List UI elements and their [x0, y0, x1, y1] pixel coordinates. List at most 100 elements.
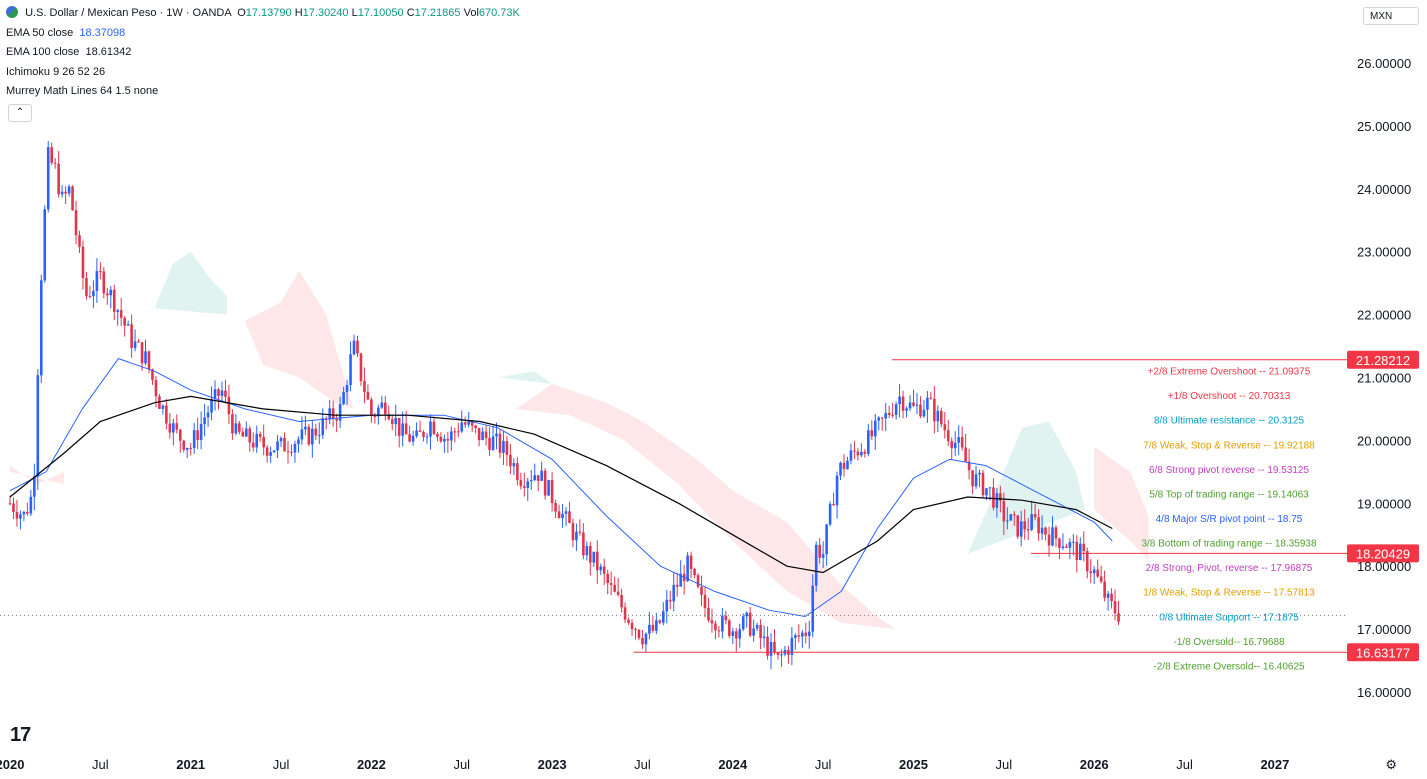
candle: [432, 421, 436, 434]
candle: [484, 431, 488, 438]
murrey-level-2: 8/8 Ultimate resistance -- 20.3125: [1154, 416, 1305, 427]
candle: [165, 405, 168, 424]
candle: [971, 470, 974, 487]
candle: [307, 426, 311, 445]
candle: [880, 417, 884, 419]
candle: [592, 551, 596, 563]
candle: [926, 397, 929, 410]
x-tick-label: 2025: [899, 757, 928, 772]
candle: [609, 582, 613, 585]
legend-ema50[interactable]: EMA 50 close 18.37098: [6, 26, 126, 39]
candle: [95, 271, 99, 291]
candle: [940, 410, 943, 425]
candle: [498, 433, 502, 453]
tradingview-logo[interactable]: 17: [10, 724, 31, 746]
candle: [602, 566, 606, 574]
candle: [384, 402, 387, 415]
candle: [245, 428, 248, 437]
candle: [536, 475, 540, 481]
candle: [123, 317, 126, 326]
candle: [655, 620, 658, 631]
y-tick-label: 18.00000: [1357, 559, 1411, 574]
candle: [154, 380, 158, 397]
candle: [804, 632, 808, 636]
candle: [213, 389, 217, 400]
candle: [929, 397, 933, 399]
candle: [582, 532, 585, 556]
candle: [74, 210, 78, 236]
candle: [446, 438, 450, 441]
candle: [8, 503, 12, 505]
candle: [300, 429, 304, 440]
candle: [390, 419, 394, 425]
candle: [1082, 543, 1086, 552]
candle: [1103, 581, 1106, 598]
candle: [585, 546, 589, 556]
candle: [578, 531, 582, 533]
candle: [380, 402, 384, 408]
candle: [908, 402, 912, 409]
candle: [467, 421, 470, 425]
ichimoku-cloud-bear-1: [244, 270, 354, 409]
candle: [717, 630, 721, 632]
candle: [964, 447, 967, 462]
x-tick-label: 2023: [538, 757, 567, 772]
candle: [832, 503, 835, 506]
candle: [912, 402, 915, 406]
candle: [1019, 521, 1023, 537]
candle: [46, 147, 50, 210]
candle: [314, 428, 318, 436]
candle: [623, 607, 627, 620]
ichimoku-cloud-bear-3: [1094, 446, 1149, 560]
candle: [137, 341, 140, 343]
symbol-title[interactable]: U.S. Dollar / Mexican Peso · 1W · OANDA: [25, 7, 232, 19]
candle: [686, 555, 689, 582]
murrey-level-6: 4/8 Major S/R pivot point -- 18.75: [1156, 514, 1303, 525]
candle: [616, 591, 620, 595]
price-label: 16.63177: [1356, 645, 1410, 660]
volume: Vol670.73K: [463, 7, 520, 19]
flag-icon: [6, 6, 18, 18]
candle: [734, 631, 738, 639]
candle: [759, 625, 762, 639]
murrey-level-5: 5/8 Top of trading range -- 19.14063: [1149, 489, 1309, 500]
candle: [703, 594, 707, 608]
candle: [272, 450, 276, 453]
candle: [835, 475, 839, 506]
candle: [401, 423, 404, 436]
chevron-up-icon[interactable]: ⌃: [8, 104, 32, 122]
currency-selector[interactable]: MXN: [1363, 7, 1419, 25]
candle: [408, 434, 411, 442]
candle: [331, 408, 335, 420]
candle: [453, 431, 457, 433]
candle: [957, 437, 960, 443]
ohlc-close: C17.21865: [406, 7, 461, 19]
legend-murrey[interactable]: Murrey Math Lines 64 1.5 none: [6, 85, 159, 97]
gear-icon[interactable]: ⚙: [1385, 757, 1397, 772]
candle: [710, 620, 714, 624]
candle: [550, 479, 554, 504]
murrey-level-1: +1/8 Overshoot -- 20.70313: [1168, 391, 1291, 402]
legend-ichimoku[interactable]: Ichimoku 9 26 52 26: [6, 65, 106, 78]
ohlc-high: H17.30240: [294, 7, 349, 19]
x-tick-label: 2021: [176, 757, 205, 772]
candle: [1047, 534, 1051, 546]
candle: [71, 186, 74, 211]
candle: [1037, 517, 1040, 534]
candle: [81, 246, 85, 279]
candle: [780, 654, 783, 656]
candle: [630, 622, 634, 630]
candle: [321, 418, 325, 436]
legend-ema100[interactable]: EMA 100 close 18.61342: [6, 46, 132, 58]
candle: [755, 625, 759, 629]
candle: [116, 310, 120, 312]
candle: [1072, 541, 1075, 543]
ichimoku-cloud-bull-2: [967, 421, 1086, 554]
candle: [304, 426, 307, 430]
x-tick-label: Jul: [92, 757, 109, 772]
candle: [922, 409, 926, 417]
murrey-level-8: 2/8 Strong, Pivot, reverse -- 17.96875: [1146, 563, 1313, 574]
x-tick-label: Jul: [996, 757, 1013, 772]
candle: [790, 637, 794, 655]
